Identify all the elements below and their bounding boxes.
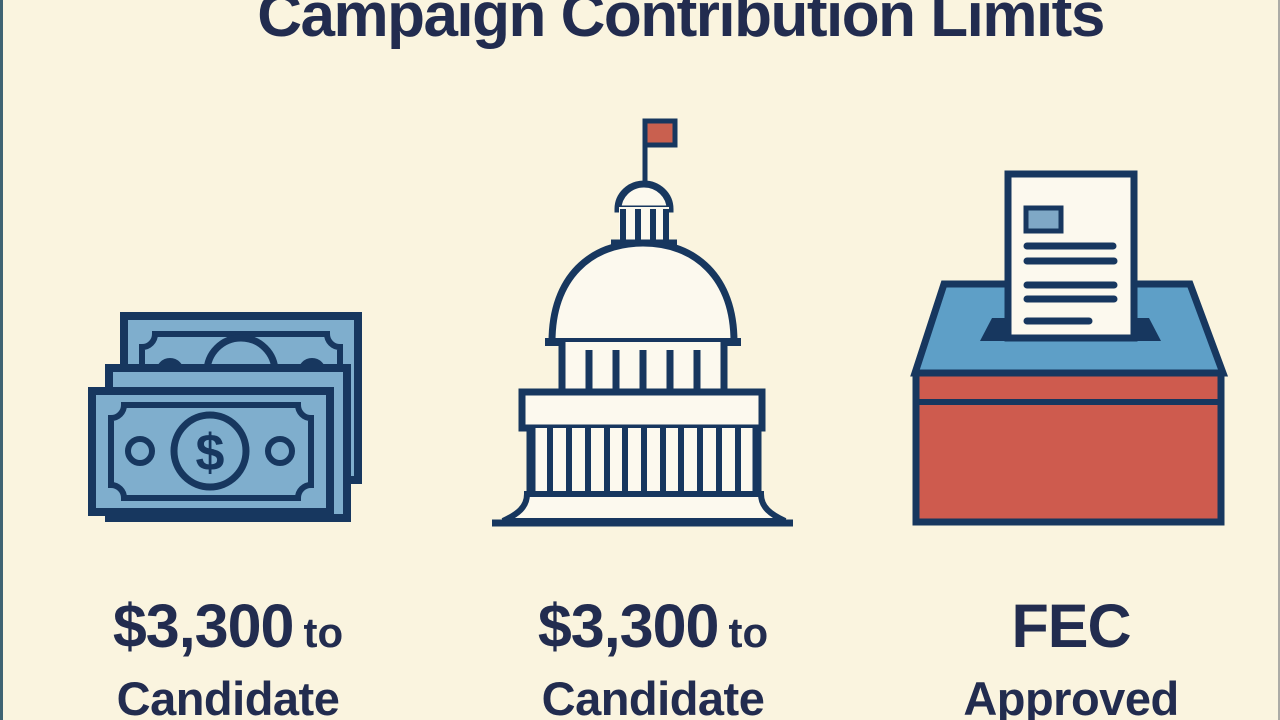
- limit-recipient: Candidate: [541, 672, 765, 720]
- caption-candidate-limit-2: $3,300 to Candidate: [473, 596, 833, 720]
- limit-connector: to: [728, 609, 769, 656]
- limit-amount: $3,300: [112, 592, 295, 660]
- limit-connector: to: [303, 609, 344, 656]
- caption-fec-approved: FEC Approved: [891, 596, 1251, 720]
- capitol-building-icon: [492, 118, 793, 527]
- caption-value-line: FEC: [891, 596, 1251, 673]
- approved-text: Approved: [963, 672, 1179, 720]
- limit-recipient: Candidate: [116, 672, 340, 720]
- caption-value-line: $3,300 to: [473, 596, 833, 673]
- ballot-paper: [1004, 170, 1138, 342]
- caption-candidate-limit-1: $3,300 to Candidate: [48, 596, 408, 720]
- caption-value-line: $3,300 to: [48, 596, 408, 673]
- limit-amount: $3,300: [537, 592, 720, 660]
- ballot-box-icon: [910, 170, 1229, 526]
- money-bills-icon: $: [88, 312, 362, 522]
- page-title: Campaign Contribution Limits: [257, 0, 1105, 50]
- fec-text: FEC: [1011, 592, 1132, 660]
- dollar-sign-glyph: $: [196, 424, 225, 482]
